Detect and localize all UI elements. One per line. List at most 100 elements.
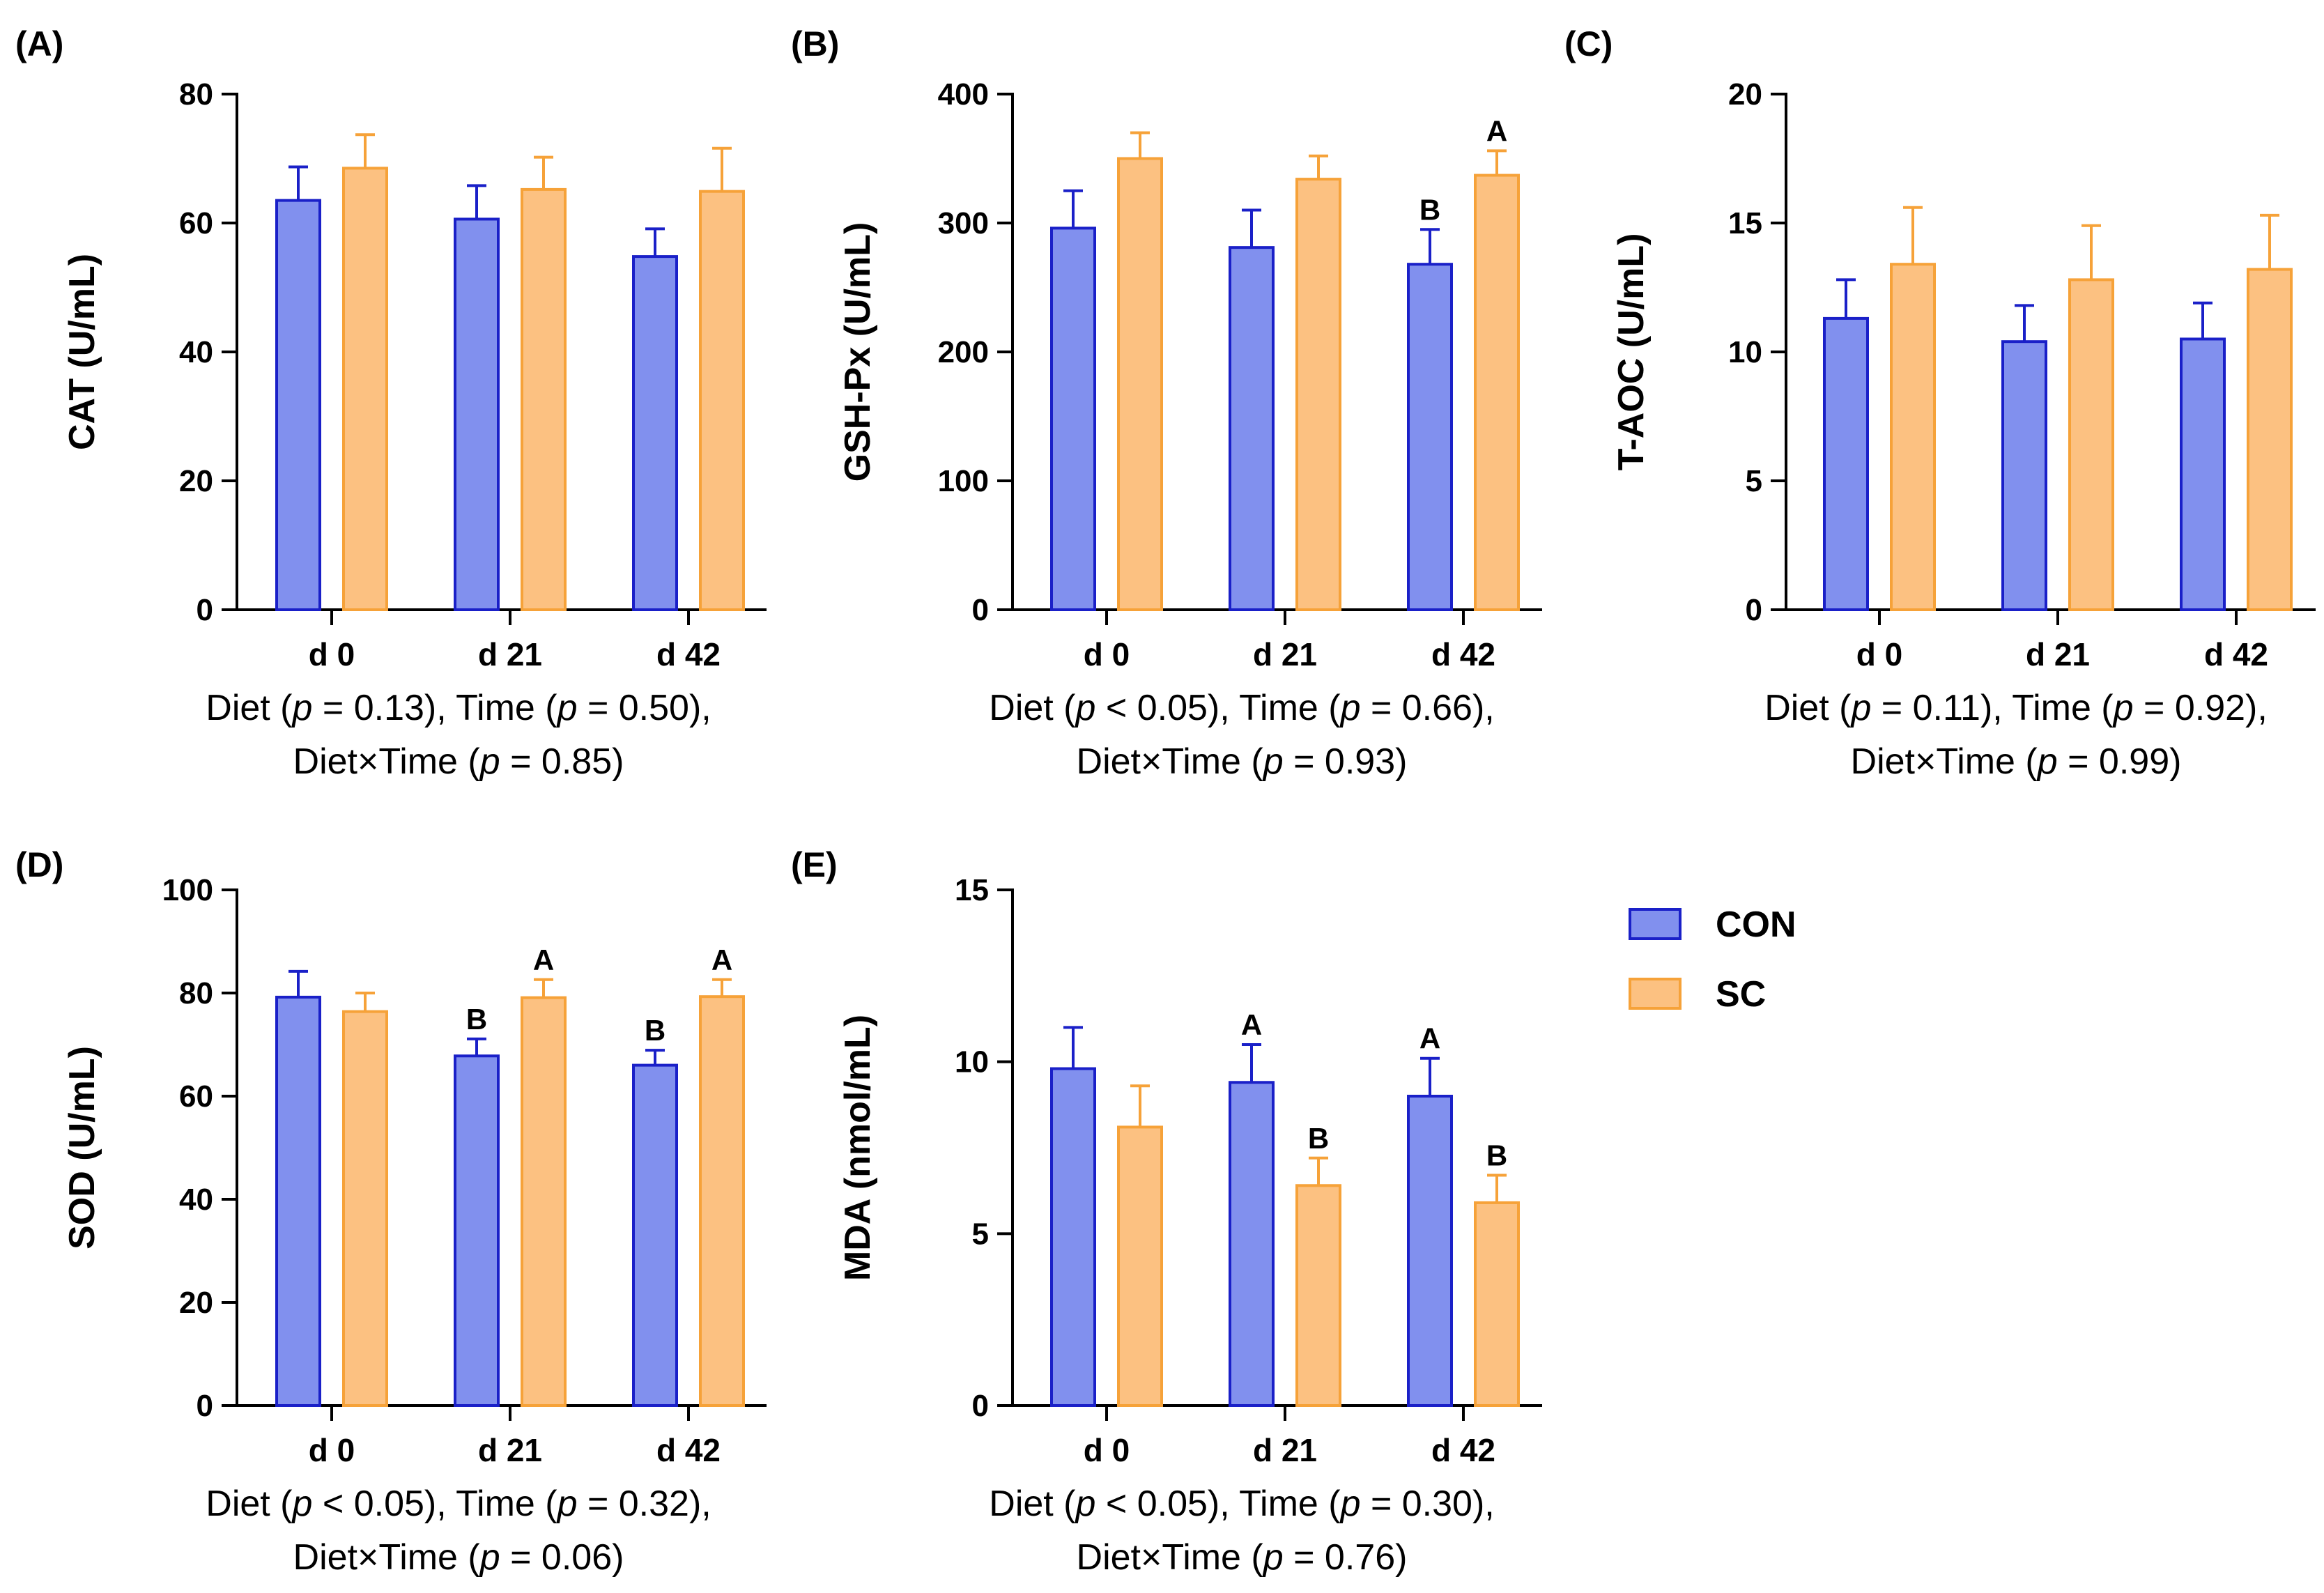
stats-note-line2: Diet×Time (p = 0.06) [293,1537,624,1578]
note-text: < 0.05), Time ( [1095,688,1341,728]
note-text: Diet ( [989,1484,1076,1524]
stats-note-line2: Diet×Time (p = 0.99) [1851,741,2182,782]
bar-con [1229,246,1275,611]
legend-swatch-con [1629,908,1682,940]
bar-con [275,995,321,1408]
x-tick-label: d 42 [656,1432,721,1468]
significance-letter: A [1486,114,1507,147]
y-tick-label: 40 [179,335,213,369]
note-text: Diet ( [989,688,1076,728]
significance-letter: B [1419,193,1440,226]
y-tick-label: 80 [179,77,213,111]
note-text: Diet ( [206,1484,293,1524]
chart-panel-d: (D) SOD (U/mL) 0 20 40 60 80 100 d 0 d 21 d 42 B B A A… [15,845,767,1578]
p-symbol: p [479,1537,500,1578]
y-axis-label: MDA (nmol/mL) [838,1015,878,1281]
note-text: = 0.76) [1284,1537,1408,1578]
bar-sc [1474,174,1520,612]
chart-panel-e: (E) MDA (nmol/mL) 0 5 10 15 d 0 d 21 d 42 A A B B Die… [791,845,1542,1578]
bar-con [1407,263,1453,611]
chart-panel-b: (B) GSH-Px (U/mL) 0 100 200 300 400 d 0 d 21 d 42… [791,24,1542,782]
note-text: = 0.11), Time ( [1871,688,2114,728]
y-tick-label: 40 [179,1183,213,1217]
bar-sc [342,1010,388,1407]
panel-label: (E) [791,845,838,884]
x-tick-label: d 0 [309,1432,355,1468]
note-text: = 0.99) [2058,741,2182,782]
significance-letter: A [1241,1008,1262,1041]
bar-con [454,217,500,611]
bar-con [2001,340,2047,611]
y-axis-label: GSH-Px (U/mL) [838,222,878,482]
y-tick-label: 0 [197,593,213,627]
y-tick-label: 300 [938,206,989,240]
bar-con [632,255,678,611]
note-text: Diet ( [1764,688,1852,728]
stats-note-line1: Diet (p = 0.11), Time (p = 0.92), [1764,688,2268,728]
bar-con [632,1063,678,1407]
legend-label-sc: SC [1716,974,1766,1015]
x-tick-label: d 0 [1084,636,1130,672]
y-tick-label: 15 [955,873,989,907]
p-symbol: p [1262,1537,1284,1578]
panel-label: (B) [791,24,839,63]
note-text: < 0.05), Time ( [1095,1484,1341,1524]
note-text: < 0.05), Time ( [312,1484,557,1524]
p-symbol: p [1075,688,1096,728]
significance-letter: A [711,944,732,976]
p-symbol: p [556,688,578,728]
significance-letter: B [466,1003,487,1036]
bar-sc [342,167,388,611]
note-text: Diet×Time ( [1077,741,1264,782]
x-tick-label: d 21 [2026,636,2090,672]
p-symbol: p [1849,688,1871,728]
y-tick-label: 200 [938,335,989,369]
x-tick-label: d 21 [478,636,542,672]
x-tick-label: d 42 [656,636,721,672]
note-text: = 0.92), [2134,688,2268,728]
legend: CON SC [1629,905,1796,1015]
p-symbol: p [2112,688,2134,728]
note-text: Diet×Time ( [293,1537,481,1578]
significance-letter: A [533,944,554,976]
note-text: = 0.66), [1361,688,1495,728]
y-tick-label: 100 [938,464,989,498]
note-text: = 0.13), Time ( [312,688,557,728]
bar-con [1050,1067,1096,1407]
bar-con [1823,316,1869,611]
x-tick-label: d 42 [2204,636,2268,672]
legend-swatch-sc [1629,978,1682,1010]
note-text: = 0.32), [578,1484,711,1524]
y-tick-label: 400 [938,77,989,111]
note-text: Diet×Time ( [1077,1537,1264,1578]
x-tick-label: d 21 [1253,636,1317,672]
y-tick-label: 0 [197,1389,213,1423]
p-symbol: p [1262,741,1284,782]
significance-letter: A [1419,1022,1440,1055]
bar-con [1407,1095,1453,1407]
panel-label: (C) [1564,24,1613,63]
bar-sc [521,996,567,1408]
bar-sc [1890,263,1936,611]
p-symbol: p [556,1484,578,1524]
bar-sc [699,190,745,611]
y-tick-label: 0 [972,1389,989,1423]
y-axis-label: SOD (U/mL) [62,1046,102,1249]
stats-note-line1: Diet (p < 0.05), Time (p = 0.66), [989,688,1494,728]
y-tick-label: 20 [179,464,213,498]
p-symbol: p [291,1484,313,1524]
y-tick-label: 20 [179,1286,213,1320]
note-text: = 0.50), [578,688,711,728]
stats-note-line2: Diet×Time (p = 0.76) [1077,1537,1408,1578]
chart-panel-c: (C) T-AOC (U/mL) 0 5 10 15 20 d 0 d 21 d 42 Diet (… [1564,24,2316,782]
note-text: Diet×Time ( [1851,741,2038,782]
y-tick-label: 15 [1728,206,1762,240]
stats-note-line1: Diet (p < 0.05), Time (p = 0.30), [989,1484,1494,1524]
bar-sc [1295,178,1341,612]
bar-sc [2068,278,2114,611]
panel-label: (A) [15,24,63,63]
bar-sc [2247,268,2293,611]
